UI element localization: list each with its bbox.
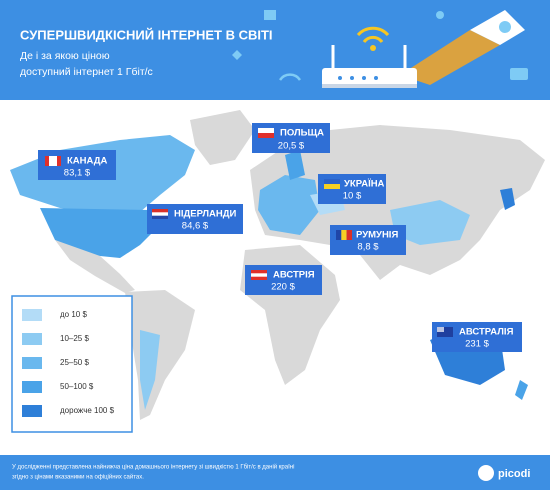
brand: picodi — [498, 468, 530, 480]
footer-note: У дослідженні представлена найнижча ціна… — [12, 464, 294, 471]
brand-logo — [478, 465, 494, 481]
callout: КАНАДА 83,1 $ — [38, 150, 116, 180]
country-name: РУМУНІЯ — [356, 230, 398, 241]
price: 10 $ — [343, 191, 362, 202]
title: СУПЕРШВИДКІСНИЙ ІНТЕРНЕТ В СВІТІ — [20, 27, 273, 42]
callout: ПОЛЬЩА 20,5 $ — [252, 123, 330, 153]
callout: НІДЕРЛАНДИ 84,6 $ — [147, 204, 243, 234]
price: 220 $ — [271, 282, 295, 293]
footer-band — [0, 455, 550, 490]
legend-label: 50–100 $ — [60, 382, 94, 391]
legend-label: 25–50 $ — [60, 358, 89, 367]
callout: УКРАЇНА 10 $ — [318, 174, 386, 204]
callout: АВСТРІЯ 220 $ — [245, 265, 322, 295]
router-illustration — [232, 10, 528, 88]
usa — [40, 208, 160, 258]
price: 231 $ — [465, 339, 489, 350]
legend-label: до 10 $ — [60, 310, 87, 319]
country-name: АВСТРІЯ — [273, 270, 315, 281]
price: 20,5 $ — [278, 141, 305, 152]
legend: до 10 $ 10–25 $ 25–50 $ 50–100 $ дорожче… — [11, 295, 133, 433]
subtitle: доступний інтернет 1 Гбіт/с — [20, 66, 153, 78]
europe — [258, 175, 320, 235]
footer-note: згідно з цінами вказаними на офіційних с… — [12, 474, 144, 481]
price: 84,6 $ — [182, 221, 209, 232]
legend-label: дорожче 100 $ — [60, 406, 115, 415]
callout: РУМУНІЯ 8,8 $ — [330, 225, 406, 255]
country-name: ПОЛЬЩА — [280, 128, 324, 139]
callout: АВСТРАЛІЯ 231 $ — [432, 322, 522, 352]
country-name: КАНАДА — [67, 156, 108, 167]
subtitle: Де і за якою ціною — [20, 50, 110, 62]
price: 83,1 $ — [64, 168, 91, 179]
legend-label: 10–25 $ — [60, 334, 89, 343]
country-name: УКРАЇНА — [344, 179, 385, 190]
country-name: НІДЕРЛАНДИ — [174, 209, 236, 220]
country-name: АВСТРАЛІЯ — [459, 327, 514, 338]
price: 8,8 $ — [357, 242, 379, 253]
